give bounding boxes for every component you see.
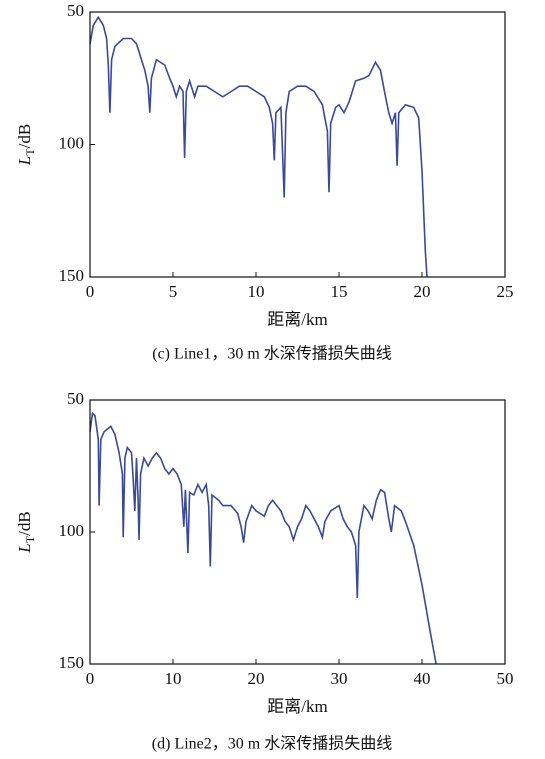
y-label-unit: /dB: [15, 511, 34, 536]
y-tick-label: 150: [59, 266, 85, 285]
y-label-sub: T: [23, 148, 37, 156]
y-tick-label: 50: [67, 389, 84, 408]
plot-frame: [89, 399, 506, 665]
x-tick-label: 5: [169, 282, 178, 301]
y-axis-label: LT/dB: [15, 511, 37, 553]
x-tick-label: 10: [165, 669, 182, 688]
caption: (d) Line2，30 m 水深传播损失曲线: [152, 735, 392, 753]
x-tick-label: 25: [497, 282, 514, 301]
y-tick-label: 50: [67, 1, 84, 20]
y-label-unit: /dB: [15, 124, 34, 149]
data-line: [89, 15, 428, 278]
x-tick-label: 0: [86, 669, 95, 688]
data-line: [89, 411, 437, 665]
y-label-main: L: [15, 543, 34, 553]
x-tick-label: 10: [248, 282, 265, 301]
caption: (c) Line1，30 m 水深传播损失曲线: [152, 345, 392, 363]
x-tick-label: 20: [248, 669, 265, 688]
x-axis-label: 距离/km: [267, 310, 327, 329]
x-tick-label: 40: [414, 669, 431, 688]
x-tick-label: 20: [414, 282, 431, 301]
plot-frame: [89, 11, 506, 278]
y-label-sub: T: [23, 535, 37, 543]
y-tick-label: 100: [59, 133, 85, 152]
y-axis-label: LT/dB: [15, 124, 37, 166]
y-tick-label: 150: [59, 653, 85, 672]
x-tick-label: 15: [331, 282, 348, 301]
x-tick-label: 0: [86, 282, 95, 301]
x-tick-label: 30: [331, 669, 348, 688]
x-axis-label: 距离/km: [267, 697, 327, 716]
y-tick-label: 100: [59, 521, 85, 540]
y-label-main: L: [15, 156, 34, 166]
x-tick-label: 50: [497, 669, 514, 688]
